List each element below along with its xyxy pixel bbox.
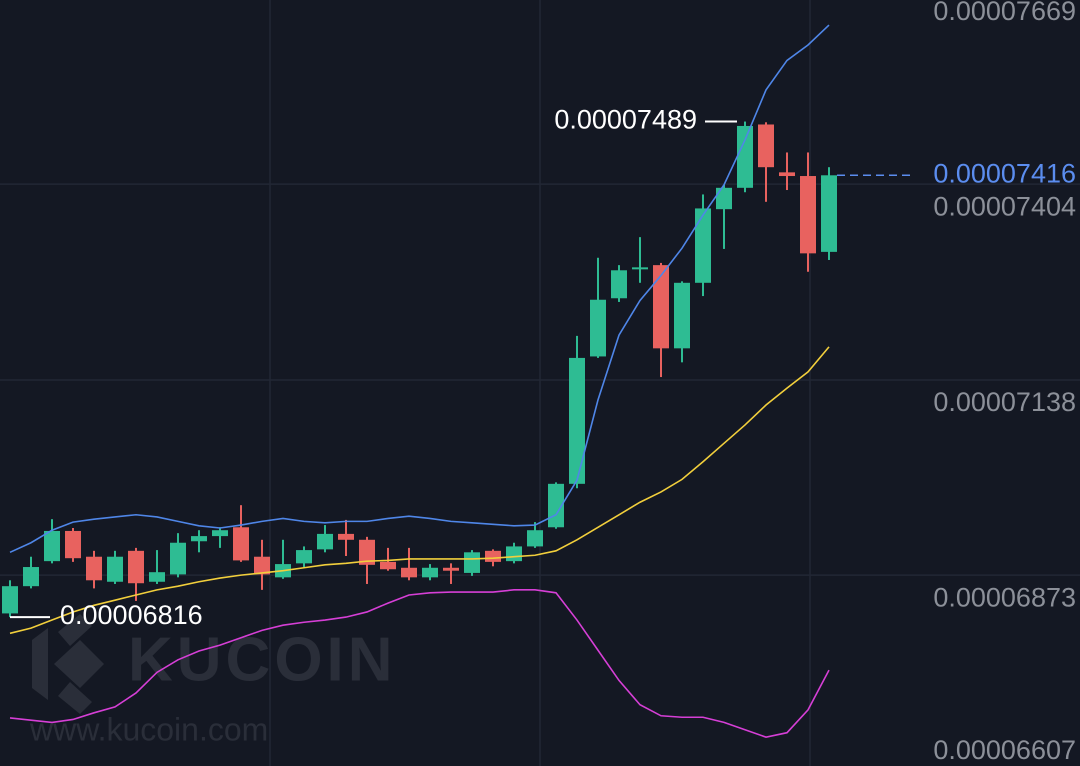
candle-body <box>233 527 249 561</box>
indicator-line <box>9 589 830 738</box>
candle-body <box>611 270 627 299</box>
candle-body <box>170 542 186 575</box>
candle-body <box>569 357 585 484</box>
low-marker-label: 0.00006816 <box>60 600 203 630</box>
candle-body <box>779 172 795 177</box>
candle-body <box>44 530 60 562</box>
vertical-grid <box>269 0 811 766</box>
candle-body <box>65 530 81 559</box>
candle-body <box>86 556 102 581</box>
y-tick-label: 0.00006873 <box>933 582 1076 612</box>
indicator-line <box>9 24 830 554</box>
candle-body <box>191 536 207 542</box>
candle-body <box>149 572 165 582</box>
candle-body <box>254 556 270 575</box>
candle-body <box>338 533 354 540</box>
candle-body <box>590 299 606 357</box>
candle-body <box>758 124 774 168</box>
candle-body <box>23 567 39 587</box>
candle-body <box>821 175 837 252</box>
y-tick-label: 0.00007404 <box>933 191 1076 221</box>
candle-body <box>296 550 312 564</box>
candle-body <box>506 546 522 562</box>
candle-body <box>380 561 396 570</box>
candle-body <box>422 567 438 578</box>
candle-body <box>527 530 543 547</box>
candle-body <box>317 533 333 550</box>
candle-body <box>464 552 480 573</box>
candle-body <box>674 282 690 349</box>
y-tick-label: 0.00006607 <box>933 735 1076 765</box>
candle-body <box>632 267 648 270</box>
high-marker-label: 0.00007489 <box>554 105 697 135</box>
candle-body <box>800 176 816 254</box>
watermark-logo <box>32 614 104 714</box>
watermark-url: www.kucoin.com <box>29 711 268 747</box>
candle-body <box>716 187 732 210</box>
candle-body <box>737 125 753 188</box>
candle-body <box>359 539 375 565</box>
candle-body <box>401 567 417 578</box>
candle-body <box>212 530 228 537</box>
watermark: KUCOIN www.kucoin.com <box>29 614 397 747</box>
watermark-brand: KUCOIN <box>128 625 397 694</box>
last-price-label: 0.00007416 <box>933 158 1076 188</box>
candle-body <box>128 550 144 584</box>
indicator-line <box>9 346 830 635</box>
candle-body <box>653 265 669 349</box>
candle-body <box>695 208 711 283</box>
y-tick-label: 0.00007138 <box>933 387 1076 417</box>
candle-body <box>107 556 123 582</box>
candle-body <box>443 567 459 571</box>
y-tick-label: 0.00007669 <box>933 0 1076 26</box>
candle-body <box>2 586 18 614</box>
candle-body <box>485 550 501 562</box>
